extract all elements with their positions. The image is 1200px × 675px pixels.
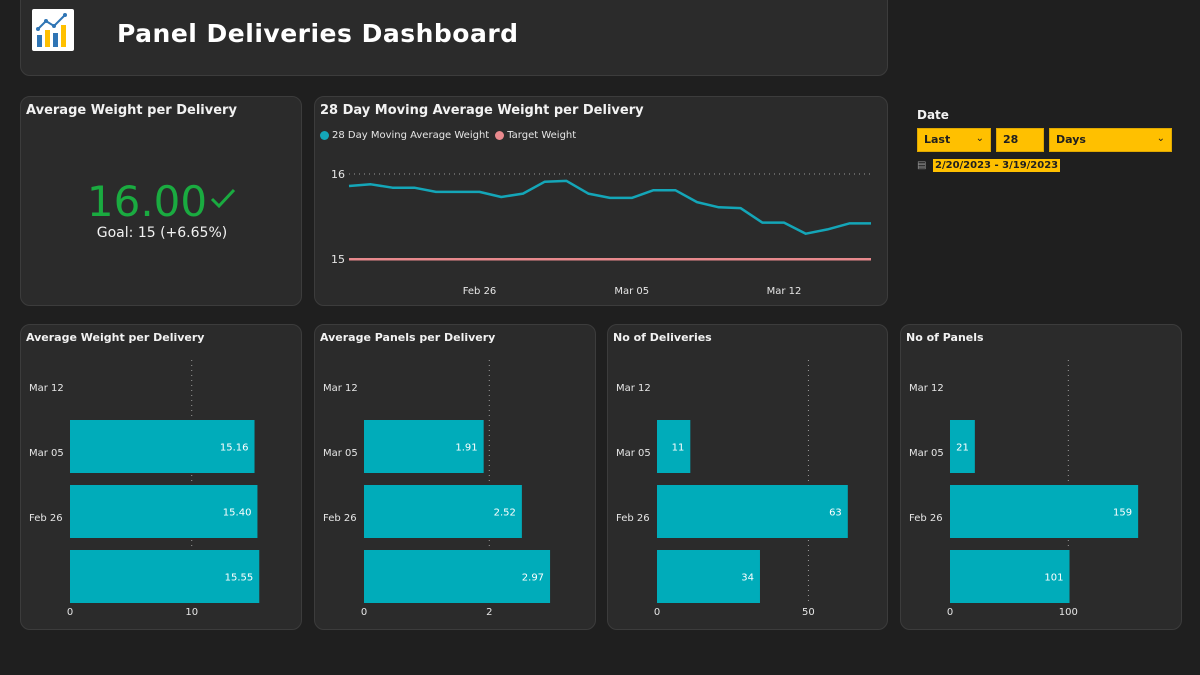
dashboard-title: Panel Deliveries Dashboard: [117, 19, 519, 48]
y-category-label: Mar 05: [909, 448, 944, 459]
y-tick-label: 15: [331, 253, 345, 266]
calendar-icon: ▤: [917, 160, 927, 171]
line-chart-legend: 28 Day Moving Average Weight Target Weig…: [320, 130, 576, 141]
bar-data-label: 63: [829, 508, 842, 519]
y-category-label: Mar 05: [323, 448, 358, 459]
kpi-value: 16.00: [86, 177, 208, 226]
y-category-label: Feb 26: [616, 513, 650, 524]
line-chart-svg: 16 15 Feb 26 Mar 05 Mar 12: [331, 168, 871, 297]
bar-data-label: 34: [741, 573, 754, 584]
relative-mode-value: Last: [924, 133, 951, 146]
bar-data-label: 2.97: [522, 573, 544, 584]
x-tick-label: 50: [802, 607, 815, 618]
x-tick-label: 0: [654, 607, 660, 618]
y-category-label: Mar 12: [616, 383, 651, 394]
bar: [364, 485, 522, 538]
bar: [950, 485, 1139, 538]
y-category-label: Feb 26: [29, 513, 63, 524]
kpi-goal: Goal: 15 (+6.65%): [96, 225, 228, 241]
x-tick-label: 10: [185, 607, 198, 618]
y-category-label: Mar 12: [323, 383, 358, 394]
bar: [950, 420, 975, 473]
relative-unit-value: Days: [1056, 133, 1086, 146]
date-slicer-label: Date: [917, 108, 949, 122]
bar: [364, 420, 484, 473]
bar-chart-card-avg-panels[interactable]: 0 2 Mar 12 Mar 05 Feb 26 1.91 2.52 2.97 Average…: [314, 324, 596, 630]
bar-chart-card-avg-weight[interactable]: 0 10 Mar 12 Mar 05 Feb 26 15.16 15.40 15.55 Ave…: [20, 324, 302, 630]
bar-chart-card-deliveries[interactable]: 0 50 Mar 12 Mar 05 Feb 26 11 63 34 No of Delive…: [607, 324, 888, 630]
legend-dot-moving-average: [320, 131, 329, 140]
legend-label-moving-average: 28 Day Moving Average Weight: [332, 130, 490, 141]
line-chart-title: 28 Day Moving Average Weight per Deliver…: [320, 103, 644, 118]
x-tick-label: Feb 26: [463, 286, 497, 297]
bar-data-label: 15.16: [220, 443, 249, 454]
bar-data-label: 2.52: [494, 508, 516, 519]
kpi-card[interactable]: Average Weight per Delivery 16.00 Goal: …: [20, 96, 302, 306]
x-tick-label: Mar 05: [614, 286, 649, 297]
legend-item-target[interactable]: Target Weight: [495, 130, 576, 141]
y-category-label: Mar 05: [616, 448, 651, 459]
bar-chart-logo-icon: [32, 9, 74, 51]
kpi-title: Average Weight per Delivery: [26, 103, 237, 118]
x-tick-label: 100: [1059, 607, 1078, 618]
header-banner: Panel Deliveries Dashboard: [20, 0, 888, 76]
checkmark-icon: [211, 188, 236, 209]
date-slicer: Date Last ⌄ 28 Days ⌄ ▤ 2/20/2023 - 3/19…: [916, 106, 1176, 186]
y-category-label: Feb 26: [909, 513, 943, 524]
y-category-label: Feb 26: [323, 513, 357, 524]
legend-item-moving-average[interactable]: 28 Day Moving Average Weight: [320, 130, 489, 141]
relative-count-input[interactable]: 28: [996, 128, 1044, 152]
bar-chart-svg-avg-weight: 0 10 Mar 12 Mar 05 Feb 26 15.16 15.40 15.55: [29, 360, 260, 618]
y-category-label: Mar 05: [29, 448, 64, 459]
bar-data-label: 15.55: [225, 573, 254, 584]
bar-data-label: 11: [672, 443, 685, 454]
bar: [950, 550, 1070, 603]
bar-data-label: 159: [1113, 508, 1132, 519]
x-tick-label: 0: [361, 607, 367, 618]
relative-count-value: 28: [1003, 133, 1019, 146]
bar-chart-svg-avg-panels: 0 2 Mar 12 Mar 05 Feb 26 1.91 2.52 2.97: [323, 360, 551, 618]
bar-chart-svg-deliveries: 0 50 Mar 12 Mar 05 Feb 26 11 63 34: [616, 360, 848, 618]
x-tick-label: 2: [486, 607, 492, 618]
bar: [70, 485, 258, 538]
y-category-label: Mar 12: [29, 383, 64, 394]
bar: [657, 485, 848, 538]
bar-data-label: 1.91: [455, 443, 477, 454]
kpi-value-row: 16.00: [21, 177, 303, 226]
x-tick-label: Mar 12: [767, 286, 802, 297]
y-tick-label: 16: [331, 168, 345, 181]
bar-data-label: 15.40: [223, 508, 252, 519]
x-tick-label: 0: [67, 607, 73, 618]
bar: [364, 550, 551, 603]
bar: [657, 550, 760, 603]
bar-data-label: 21: [956, 443, 969, 454]
bar: [657, 420, 691, 473]
bar-chart-title: Average Panels per Delivery: [320, 331, 496, 344]
legend-label-target: Target Weight: [507, 130, 577, 141]
bar-data-label: 101: [1044, 573, 1063, 584]
line-chart-card[interactable]: 16 15 Feb 26 Mar 05 Mar 12 28 Day Moving Ave…: [314, 96, 888, 306]
bar-chart-title: No of Deliveries: [613, 331, 712, 344]
chevron-down-icon: ⌄: [975, 133, 984, 144]
date-range-text: 2/20/2023 - 3/19/2023: [933, 159, 1061, 172]
bar: [70, 550, 260, 603]
chevron-down-icon: ⌄: [1156, 133, 1165, 144]
bar-chart-svg-panels: 0 100 Mar 12 Mar 05 Feb 26 21 159 101: [909, 360, 1139, 618]
relative-mode-dropdown[interactable]: Last ⌄: [917, 128, 991, 152]
y-category-label: Mar 12: [909, 383, 944, 394]
bar-chart-title: Average Weight per Delivery: [26, 331, 205, 344]
legend-dot-target: [495, 131, 505, 140]
bar-chart-card-panels[interactable]: 0 100 Mar 12 Mar 05 Feb 26 21 159 101 No of Pan…: [900, 324, 1182, 630]
x-tick-label: 0: [947, 607, 953, 618]
bar-chart-title: No of Panels: [906, 331, 984, 344]
relative-unit-dropdown[interactable]: Days ⌄: [1049, 128, 1172, 152]
moving-average-line: [348, 179, 871, 235]
bar: [70, 420, 255, 473]
